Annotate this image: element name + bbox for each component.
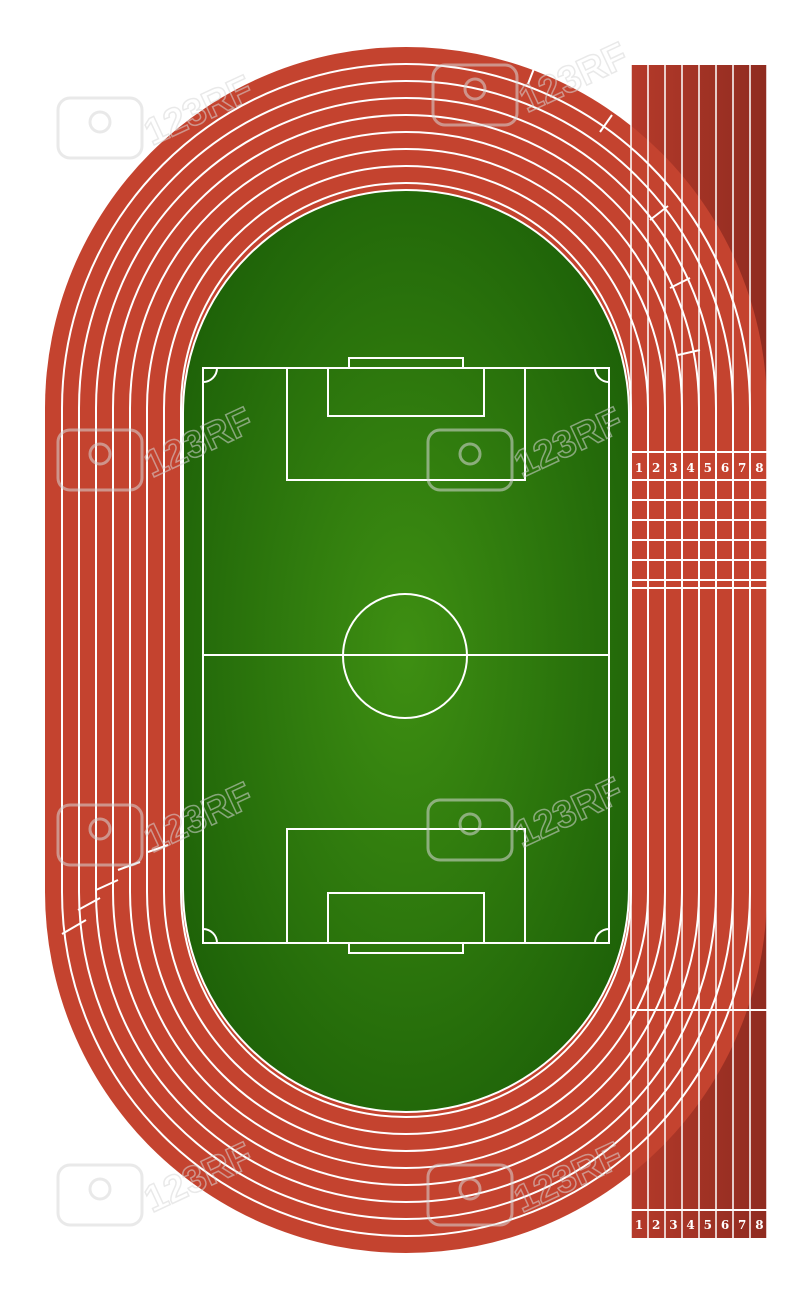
corner-arc xyxy=(202,928,218,944)
finish-grid xyxy=(631,451,767,1211)
lane-number: 8 xyxy=(755,461,763,475)
soccer-field xyxy=(182,189,630,1113)
infield-grass xyxy=(182,189,630,1113)
lane-number: 7 xyxy=(738,1218,746,1232)
goal-top xyxy=(348,357,464,369)
corner-arc xyxy=(202,367,218,383)
lane-number: 3 xyxy=(669,461,677,475)
lane-number: 5 xyxy=(704,461,712,475)
corner-arc xyxy=(594,928,610,944)
lane-number: 7 xyxy=(738,461,746,475)
lane-number: 5 xyxy=(704,1218,712,1232)
lane-number: 6 xyxy=(721,461,729,475)
lane-number: 8 xyxy=(755,1218,763,1232)
lane-number: 1 xyxy=(635,461,643,475)
goal-bottom xyxy=(348,942,464,954)
lane-lines xyxy=(61,63,768,1238)
lane-number: 3 xyxy=(669,1218,677,1232)
lane-number: 4 xyxy=(686,461,694,475)
lane-number: 2 xyxy=(652,1218,660,1232)
lane-number: 6 xyxy=(721,1218,729,1232)
lane-number: 4 xyxy=(686,1218,694,1232)
lane-number: 1 xyxy=(635,1218,643,1232)
corner-arc xyxy=(594,367,610,383)
lane-number: 2 xyxy=(652,461,660,475)
center-circle xyxy=(342,593,468,719)
